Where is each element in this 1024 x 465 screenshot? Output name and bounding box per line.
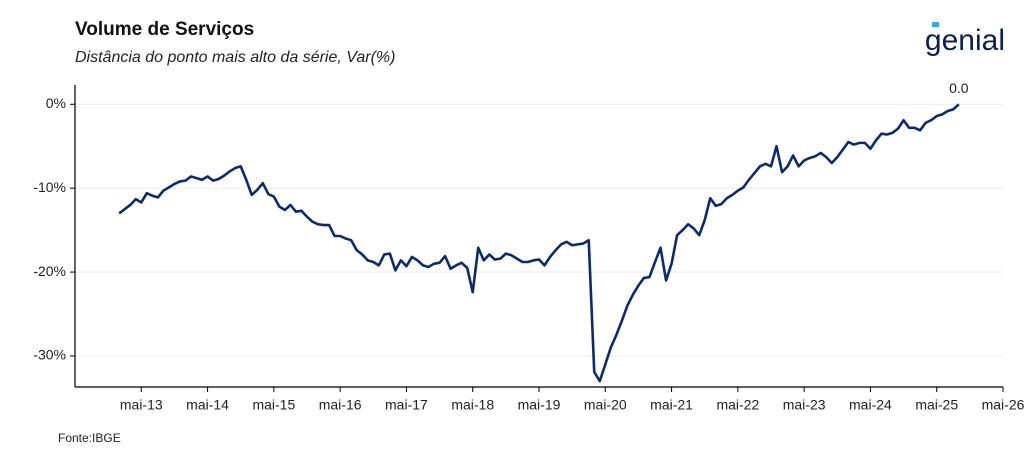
- logo: genial: [925, 24, 1005, 57]
- x-tick-label: mai-15: [252, 397, 295, 413]
- chart-subtitle: Distância do ponto mais alto da série, V…: [75, 49, 395, 66]
- y-tick-label: -10%: [33, 179, 66, 195]
- chart-title: Volume de Serviços: [75, 19, 254, 40]
- x-tick-label: mai-17: [385, 397, 428, 413]
- y-tick-label: -20%: [33, 263, 66, 279]
- x-tick-label: mai-22: [716, 397, 759, 413]
- x-tick-label: mai-14: [186, 397, 229, 413]
- line-series: [118, 103, 960, 383]
- x-tick-label: mai-19: [518, 397, 561, 413]
- x-tick-label: mai-23: [783, 397, 826, 413]
- x-tick-label: mai-20: [584, 397, 627, 413]
- x-tick-label: mai-13: [120, 397, 163, 413]
- x-tick-label: mai-21: [650, 397, 693, 413]
- logo-accent: [932, 22, 939, 27]
- x-tick-label: mai-25: [915, 397, 958, 413]
- y-tick-label: 0%: [46, 95, 66, 111]
- y-tick-label: -30%: [33, 347, 66, 363]
- x-tick-label: mai-26: [982, 397, 1024, 413]
- value-label: 0.0: [949, 80, 969, 96]
- x-tick-label: mai-24: [849, 397, 892, 413]
- source: Fonte:IBGE: [58, 431, 121, 445]
- x-tick-label: mai-18: [451, 397, 494, 413]
- x-tick-label: mai-16: [319, 397, 362, 413]
